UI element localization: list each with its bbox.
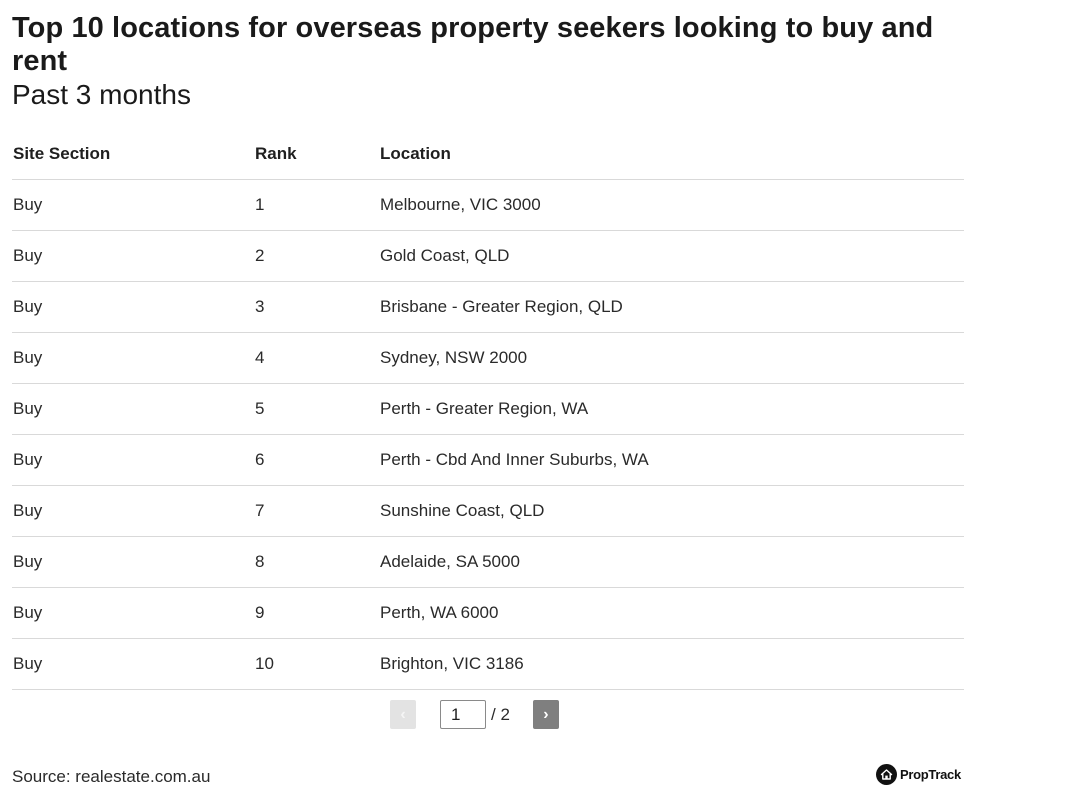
house-icon [876,764,897,785]
table-row: Buy 8 Adelaide, SA 5000 [12,536,964,588]
page-number-input[interactable] [440,700,486,729]
cell-rank: 7 [254,485,379,537]
locations-table: Site Section Rank Location Buy 1 Melbourne… [12,129,964,690]
proptrack-logo[interactable]: PropTrack [876,764,961,785]
cell-location: Perth - Greater Region, WA [379,383,964,435]
cell-site-section: Buy [12,230,254,282]
cell-site-section: Buy [12,485,254,537]
next-page-button[interactable]: › [532,700,559,729]
cell-site-section: Buy [12,332,254,384]
cell-rank: 10 [254,638,379,690]
column-header-location[interactable]: Location [379,129,964,180]
table-row: Buy 10 Brighton, VIC 3186 [12,638,964,690]
cell-rank: 5 [254,383,379,435]
column-header-site-section[interactable]: Site Section [12,129,254,180]
cell-site-section: Buy [12,638,254,690]
cell-rank: 2 [254,230,379,282]
cell-rank: 8 [254,536,379,588]
source-note: Source: realestate.com.au [12,767,211,786]
cell-location: Sunshine Coast, QLD [379,485,964,537]
table-row: Buy 9 Perth, WA 6000 [12,587,964,639]
cell-rank: 1 [254,179,379,231]
cell-location: Brisbane - Greater Region, QLD [379,281,964,333]
chevron-left-icon: ‹ [400,705,406,723]
cell-site-section: Buy [12,383,254,435]
cell-location: Melbourne, VIC 3000 [379,179,964,231]
cell-rank: 4 [254,332,379,384]
table-row: Buy 2 Gold Coast, QLD [12,230,964,282]
cell-site-section: Buy [12,179,254,231]
table-row: Buy 4 Sydney, NSW 2000 [12,332,964,384]
table-header-row: Site Section Rank Location [12,129,964,180]
cell-location: Perth, WA 6000 [379,587,964,639]
total-pages-label: / 2 [491,704,510,724]
cell-location: Brighton, VIC 3186 [379,638,964,690]
cell-site-section: Buy [12,536,254,588]
pagination: ‹ / 2 › [390,700,559,729]
cell-location: Adelaide, SA 5000 [379,536,964,588]
previous-page-button[interactable]: ‹ [390,700,416,729]
page-subtitle: Past 3 months [12,79,191,110]
table-row: Buy 7 Sunshine Coast, QLD [12,485,964,537]
cell-rank: 3 [254,281,379,333]
cell-site-section: Buy [12,281,254,333]
table-row: Buy 3 Brisbane - Greater Region, QLD [12,281,964,333]
cell-location: Perth - Cbd And Inner Suburbs, WA [379,434,964,486]
chevron-right-icon: › [543,705,549,723]
cell-location: Gold Coast, QLD [379,230,964,282]
cell-site-section: Buy [12,587,254,639]
chart-container: Top 10 locations for overseas property s… [12,0,964,690]
table-row: Buy 5 Perth - Greater Region, WA [12,383,964,435]
cell-rank: 6 [254,434,379,486]
column-header-rank[interactable]: Rank [254,129,379,180]
cell-rank: 9 [254,587,379,639]
logo-text: PropTrack [900,767,961,782]
cell-site-section: Buy [12,434,254,486]
cell-location: Sydney, NSW 2000 [379,332,964,384]
table-row: Buy 1 Melbourne, VIC 3000 [12,179,964,231]
table-row: Buy 6 Perth - Cbd And Inner Suburbs, WA [12,434,964,486]
page-title: Top 10 locations for overseas property s… [12,12,934,77]
